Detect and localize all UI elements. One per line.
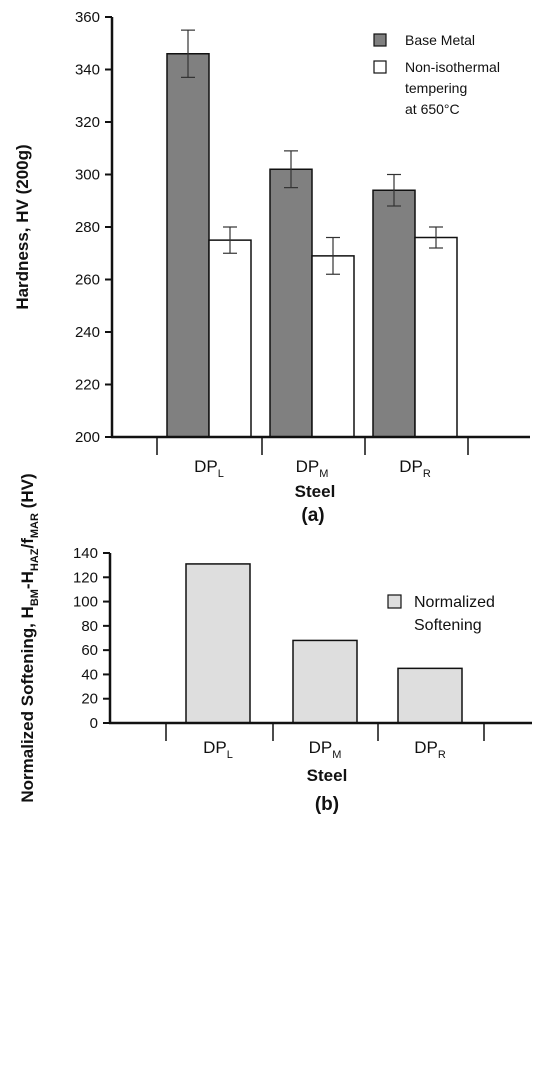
panel-a-category-label: DPR [399,457,431,480]
panel-b-panel-label: (b) [315,794,339,815]
panel-a-bar-series2-2 [414,236,458,438]
panel-b-y-tick-label: 120 [73,569,98,586]
panel-b-category-main: DP [309,738,333,757]
panel-b-category-label: DPL [203,738,233,761]
panel-a-y-tick-label: 200 [75,429,100,446]
panel-b-category-label: DPM [309,738,342,761]
panel-b-y-axis-title-part: /f [18,538,37,549]
panel-b-y-tick-label: 140 [73,545,98,562]
panel-b-y-axis-title-sub: BM [29,589,41,606]
panel-a-bar-series2-0 [208,239,252,438]
panel-a-legend-swatch-1 [373,33,387,47]
panel-a-bar-series1-0 [166,53,210,438]
panel-a-legend-swatch-2 [373,60,387,74]
panel-a-legend-label-2: tempering [405,80,467,96]
panel-a-bar-series2-1 [311,255,355,438]
panel-a-y-tick-label: 360 [75,9,100,26]
panel-a-legend-label-2: Non-isothermal [405,59,500,75]
panel-a-y-tick-label: 260 [75,272,100,289]
panel-b-y-tick-label: 0 [90,715,98,732]
panel-b-y-axis-title-part: Normalized Softening, H [18,606,37,802]
panel-a-y-tick-label: 320 [75,114,100,131]
panel-b-bar-series1-2 [397,667,463,724]
panel-b-category-sub: M [332,749,341,761]
panel-b-legend-label-1: Normalized [414,594,495,611]
panel-a-y-tick-label: 340 [75,62,100,79]
panel-b-y-axis-title-sub: HAZ [29,548,41,571]
panel-b-y-axis-title: Normalized Softening, HBM-HHAZ/fMAR (HV) [18,473,41,802]
panel-a-bar-series1-1 [269,168,313,438]
panel-a-y-axis-title: Hardness, HV (200g) [13,144,32,309]
panel-a-y-tick-label: 220 [75,377,100,394]
panel-a-category-label: DPL [194,457,224,480]
panel-b-y-axis-title-sub: MAR [29,513,41,538]
panel-a-category-sub: L [218,468,224,480]
panel-a-y-tick-label: 300 [75,167,100,184]
panel-b-legend-label-1: Softening [414,617,482,634]
panel-b-legend-swatch-1 [387,594,402,609]
panel-b-bar-series1-0 [185,563,251,724]
panel-b-y-axis-title-part: -H [18,571,37,589]
panel-a-panel-label: (a) [301,505,324,526]
panel-b-y-tick-label: 20 [81,691,98,708]
panel-b-category-label: DPR [414,738,446,761]
panel-b-y-tick-label: 40 [81,666,98,683]
panel-a-category-main: DP [296,457,320,476]
panel-a-legend-label-2: at 650°C [405,101,460,117]
panel-a-category-main: DP [399,457,423,476]
panel-b-x-axis-title: Steel [307,766,348,785]
panel-b-y-tick-label: 60 [81,642,98,659]
panel-a-x-axis-title: Steel [295,482,336,501]
panel-a-legend-label-1: Base Metal [405,32,475,48]
panel-b-y-tick-label: 80 [81,618,98,635]
panel-b-category-sub: R [438,749,446,761]
panel-b-bar-series1-1 [292,639,358,724]
panel-a-category-sub: R [423,468,431,480]
panel-a-y-tick-label: 240 [75,324,100,341]
panel-a-bar-series1-2 [372,189,416,438]
panel-b-y-axis-title-part: (HV) [18,473,37,513]
panel-b-y-tick-label: 100 [73,594,98,611]
panel-a-category-main: DP [194,457,218,476]
panel-a-category-sub: M [319,468,328,480]
panel-a-y-tick-label: 280 [75,219,100,236]
panel-b-category-sub: L [227,749,233,761]
panel-a-category-label: DPM [296,457,329,480]
panel-b-category-main: DP [414,738,438,757]
panel-b-category-main: DP [203,738,227,757]
